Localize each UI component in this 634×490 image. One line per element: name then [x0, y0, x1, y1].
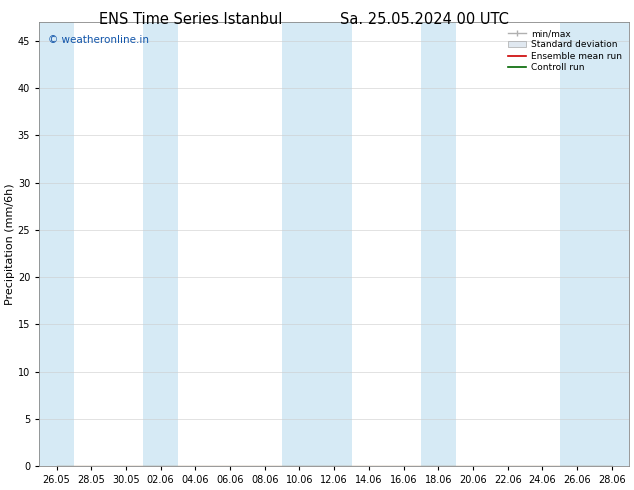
- Legend: min/max, Standard deviation, Ensemble mean run, Controll run: min/max, Standard deviation, Ensemble me…: [506, 26, 624, 74]
- Text: ENS Time Series Istanbul: ENS Time Series Istanbul: [98, 12, 282, 27]
- Bar: [143, 22, 178, 466]
- Y-axis label: Precipitation (mm/6h): Precipitation (mm/6h): [5, 183, 15, 305]
- Bar: [560, 22, 629, 466]
- Bar: [421, 22, 456, 466]
- Text: © weatheronline.in: © weatheronline.in: [48, 35, 149, 46]
- Bar: [282, 22, 351, 466]
- Text: Sa. 25.05.2024 00 UTC: Sa. 25.05.2024 00 UTC: [340, 12, 509, 27]
- Bar: [39, 22, 74, 466]
